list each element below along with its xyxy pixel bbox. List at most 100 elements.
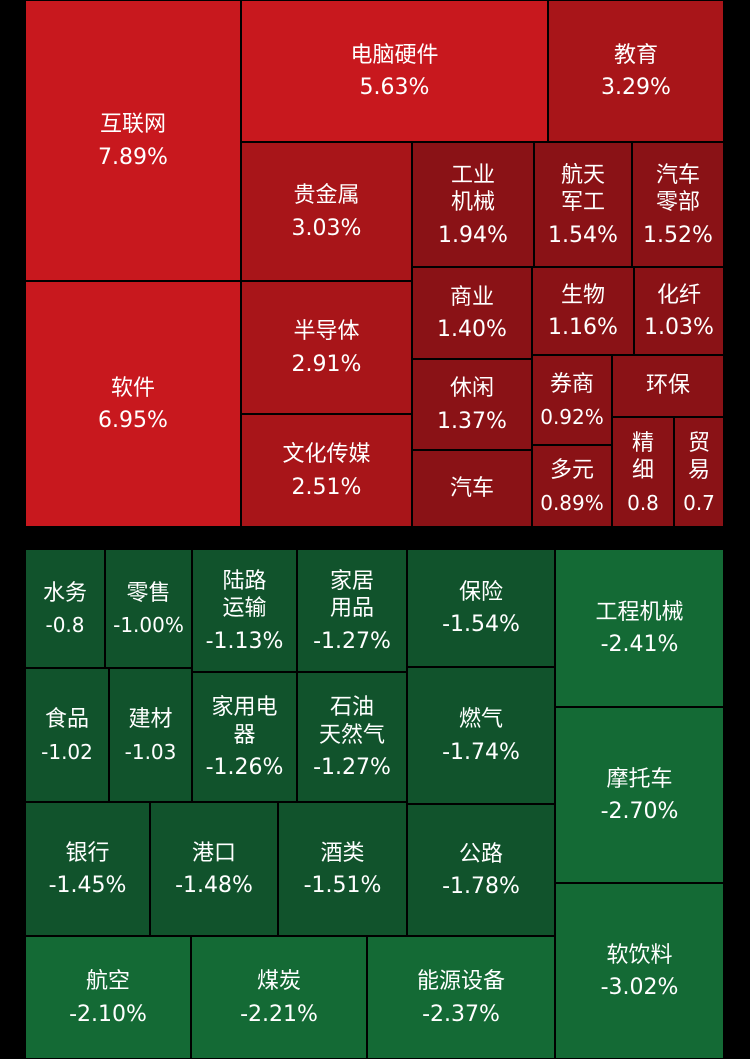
tile-hulianwang[interactable]: 互联网 7.89% — [25, 0, 241, 281]
tile-value: -1.51% — [303, 873, 382, 899]
tile-gongcheng[interactable]: 工程机械 -2.41% — [555, 549, 724, 707]
tile-label: 贸 易 — [687, 430, 710, 484]
tile-ranqi[interactable]: 燃气 -1.74% — [407, 667, 555, 804]
tile-huanbao[interactable]: 环保 — [612, 355, 724, 417]
tile-label: 软件 — [110, 375, 155, 401]
tile-hangkong[interactable]: 航空 -2.10% — [25, 936, 191, 1059]
tile-value: 1.40% — [437, 317, 507, 343]
tile-label: 保险 — [458, 579, 503, 605]
tile-nengyuan[interactable]: 能源设备 -2.37% — [367, 936, 555, 1059]
tile-label: 精 细 — [631, 430, 654, 484]
tile-label: 酒类 — [320, 840, 365, 866]
tile-qiche[interactable]: 汽车 — [412, 450, 532, 527]
tile-value: -2.21% — [240, 1001, 318, 1027]
tile-lulu[interactable]: 陆路 运输 -1.13% — [192, 549, 297, 672]
tile-label: 摩托车 — [606, 766, 673, 792]
tile-value: -1.26% — [205, 755, 284, 780]
tile-label: 零售 — [126, 580, 171, 606]
tile-value: -1.13% — [205, 628, 284, 654]
tile-value: -2.41% — [600, 632, 679, 658]
tile-label: 休闲 — [449, 376, 494, 402]
tile-value: 3.03% — [291, 215, 362, 241]
tile-label: 工程机械 — [595, 599, 684, 625]
tile-jiulei[interactable]: 酒类 -1.51% — [278, 802, 407, 936]
tile-value: 0.7 — [683, 490, 715, 515]
tile-yinliao[interactable]: 软饮料 -3.02% — [555, 883, 724, 1059]
tile-baoxian[interactable]: 保险 -1.54% — [407, 549, 555, 667]
tile-value: 0.89% — [540, 490, 604, 515]
tile-label: 家居 用品 — [329, 568, 374, 622]
tile-label: 石油 天然气 — [318, 695, 385, 748]
tile-xiuxian[interactable]: 休闲 1.37% — [412, 359, 532, 450]
tile-label: 贵金属 — [293, 183, 360, 209]
tile-value: -1.02 — [41, 739, 93, 764]
tile-gangkou[interactable]: 港口 -1.48% — [150, 802, 278, 936]
tile-label: 港口 — [191, 840, 236, 866]
tile-yinhang[interactable]: 银行 -1.45% — [25, 802, 150, 936]
tile-meitan[interactable]: 煤炭 -2.21% — [191, 936, 367, 1059]
tile-jiayong[interactable]: 家用电 器 -1.26% — [192, 672, 297, 802]
tile-jiancai[interactable]: 建材 -1.03 — [109, 668, 192, 802]
tile-label: 能源设备 — [416, 969, 505, 995]
tile-label: 食品 — [44, 707, 89, 733]
tile-label: 券商 — [549, 372, 594, 398]
tile-label: 半导体 — [293, 319, 360, 345]
tile-label: 教育 — [613, 42, 658, 68]
tile-value: 2.51% — [291, 474, 362, 500]
tile-value: -3.02% — [600, 975, 679, 1001]
tile-guijinshu[interactable]: 贵金属 3.03% — [241, 142, 412, 281]
tile-label: 水务 — [42, 580, 87, 606]
tile-value: -1.74% — [442, 739, 520, 765]
tile-label: 汽车 — [449, 475, 494, 501]
tile-value: 7.89% — [98, 144, 168, 170]
tile-label: 家用电 器 — [211, 695, 278, 748]
tile-shiyou[interactable]: 石油 天然气 -1.27% — [297, 672, 407, 802]
tile-qiche_lb[interactable]: 汽车 零部 1.52% — [632, 142, 724, 267]
tile-label: 化纤 — [656, 282, 701, 308]
tile-value: 2.91% — [291, 351, 362, 377]
tile-value: 1.03% — [644, 315, 714, 341]
tile-shangye[interactable]: 商业 1.40% — [412, 267, 532, 359]
tile-jiaoyu[interactable]: 教育 3.29% — [548, 0, 724, 142]
tile-gonglu[interactable]: 公路 -1.78% — [407, 804, 555, 936]
tile-value: 1.94% — [438, 222, 508, 248]
tile-ruanjian[interactable]: 软件 6.95% — [25, 281, 241, 527]
tile-jiaju[interactable]: 家居 用品 -1.27% — [297, 549, 407, 672]
tile-huaxian[interactable]: 化纤 1.03% — [634, 267, 724, 355]
tile-value: 0.92% — [540, 404, 604, 429]
tile-label: 电脑硬件 — [350, 42, 439, 68]
tile-motuo[interactable]: 摩托车 -2.70% — [555, 707, 724, 883]
tile-value: 6.95% — [98, 408, 168, 434]
tile-value: -1.00% — [113, 613, 184, 638]
tile-quanshang[interactable]: 券商 0.92% — [532, 355, 612, 445]
tile-gongye[interactable]: 工业 机械 1.94% — [412, 142, 534, 267]
tile-maoyi[interactable]: 贸 易 0.7 — [674, 417, 724, 527]
tile-wenhua[interactable]: 文化传媒 2.51% — [241, 414, 412, 527]
tile-value: -1.27% — [313, 628, 391, 654]
tile-diannao[interactable]: 电脑硬件 5.63% — [241, 0, 548, 142]
tile-value: -2.10% — [69, 1001, 147, 1027]
tile-lingshou[interactable]: 零售 -1.00% — [105, 549, 192, 668]
tile-shuiwu[interactable]: 水务 -0.8 — [25, 549, 105, 668]
tile-shipin[interactable]: 食品 -1.02 — [25, 668, 109, 802]
tile-jingxi[interactable]: 精 细 0.8 — [612, 417, 674, 527]
tile-label: 软饮料 — [606, 942, 673, 968]
tile-bandaoti[interactable]: 半导体 2.91% — [241, 281, 412, 414]
tile-hangtian[interactable]: 航天 军工 1.54% — [534, 142, 632, 267]
tile-value: 1.16% — [548, 315, 618, 341]
tile-value: -1.03 — [124, 739, 177, 764]
tile-value: 5.63% — [359, 75, 430, 101]
tile-label: 工业 机械 — [450, 162, 495, 216]
tile-label: 生物 — [560, 282, 605, 308]
tile-value: -0.8 — [45, 613, 85, 638]
tile-duoyuan[interactable]: 多元 0.89% — [532, 445, 612, 527]
tile-value: -2.70% — [600, 799, 679, 825]
tile-label: 建材 — [128, 707, 173, 733]
tile-shengwu[interactable]: 生物 1.16% — [532, 267, 634, 355]
tile-label: 商业 — [449, 284, 494, 310]
tile-value: -1.78% — [442, 874, 520, 900]
tile-label: 燃气 — [458, 707, 503, 733]
tile-value: -1.45% — [48, 873, 127, 899]
tile-value: 1.54% — [548, 222, 618, 248]
